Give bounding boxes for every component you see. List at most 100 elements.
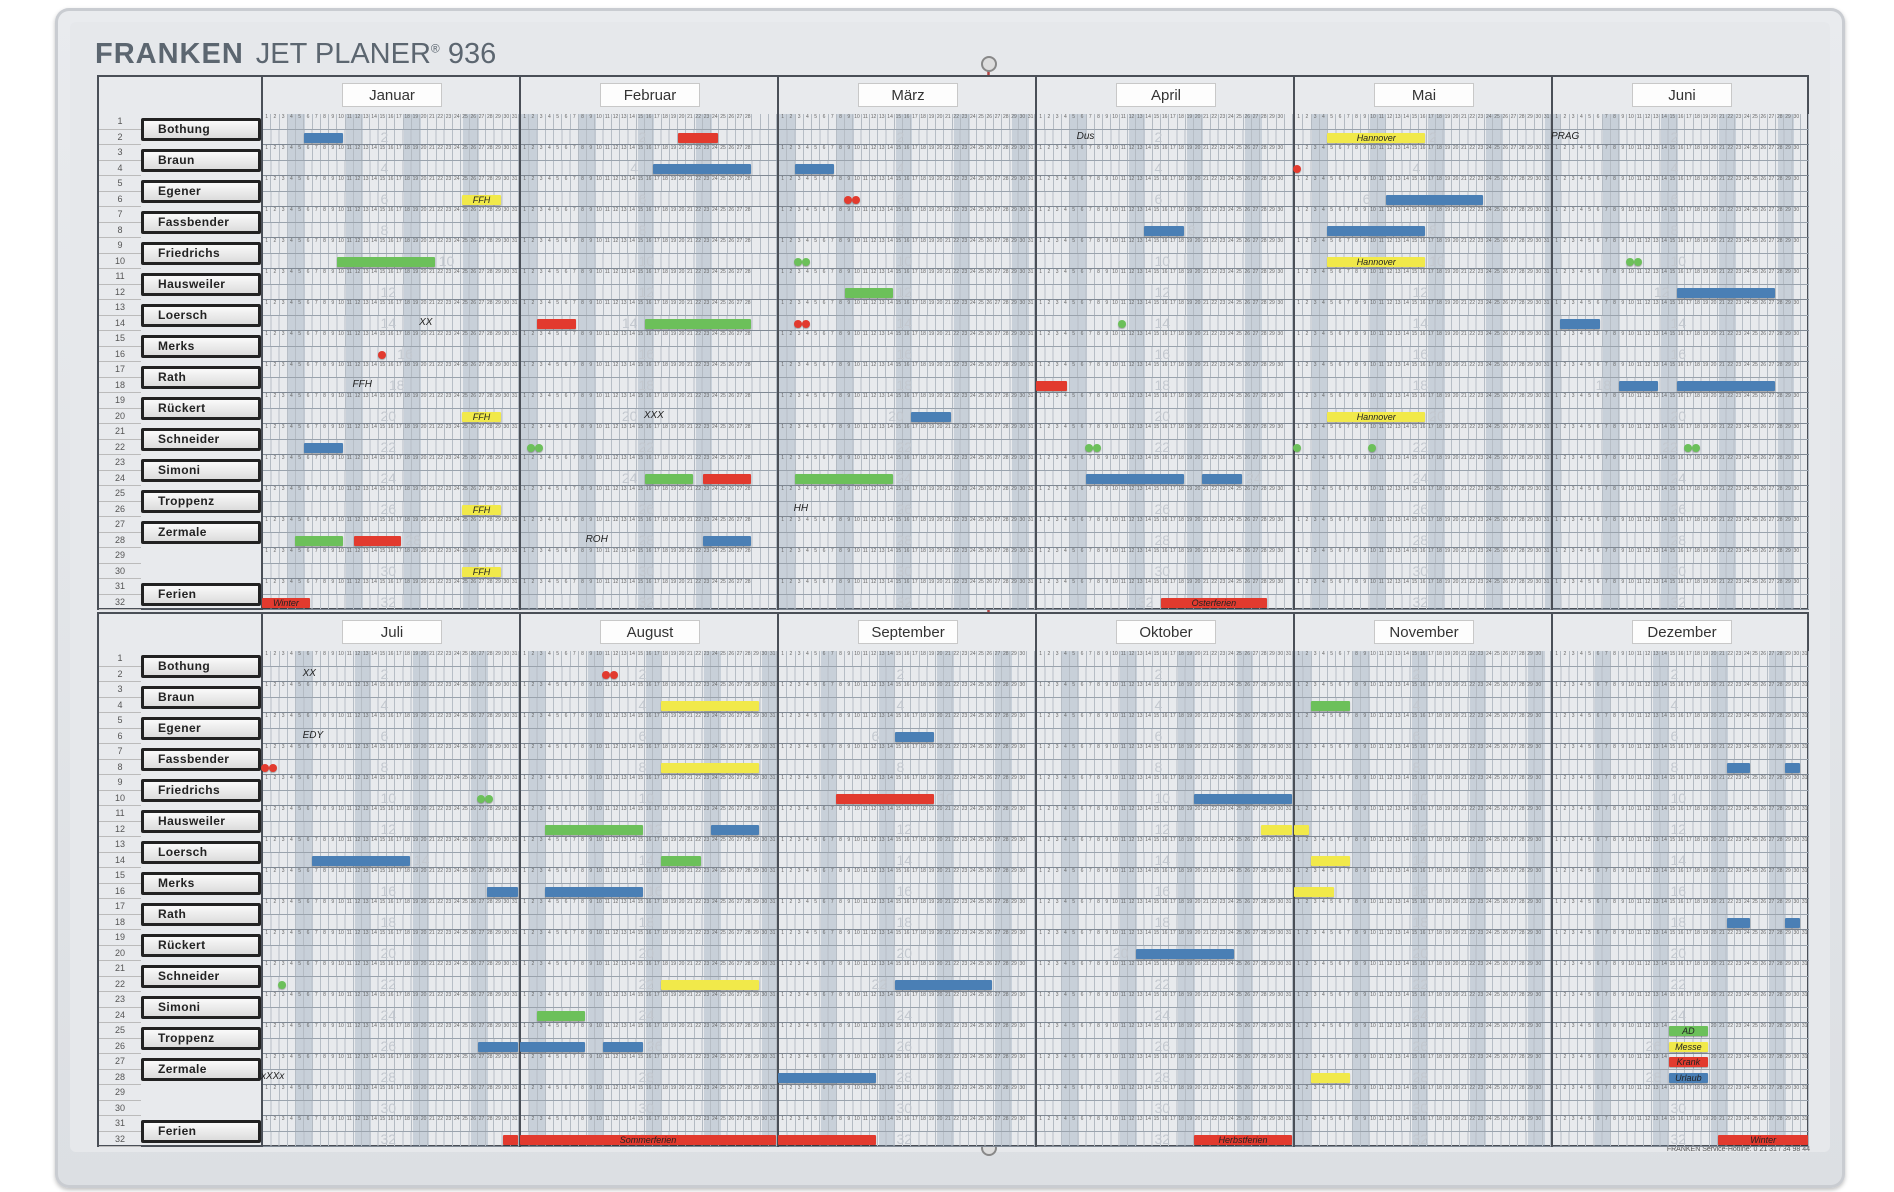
entry-row[interactable]: 16 <box>521 346 777 362</box>
entry-row[interactable]: 2 <box>263 666 519 682</box>
entry-row[interactable]: 22 <box>521 439 777 455</box>
name-plate-loersch[interactable]: Loersch <box>141 841 261 864</box>
entry-row[interactable]: 26 <box>521 501 777 517</box>
name-plate-rath[interactable]: Rath <box>141 366 261 389</box>
entry-row[interactable]: 2 <box>263 129 519 145</box>
entry-row[interactable]: 6 <box>521 728 777 744</box>
entry-row[interactable]: 16 <box>1295 346 1551 362</box>
entry-row[interactable]: 24 <box>263 1007 519 1023</box>
entry-row[interactable]: 4 <box>263 697 519 713</box>
entry-row[interactable]: 22 <box>1037 439 1293 455</box>
entry-row[interactable]: 28 <box>1295 532 1551 548</box>
entry-row[interactable]: 30 <box>1037 563 1293 579</box>
name-plate-braun[interactable]: Braun <box>141 686 261 709</box>
entry-row[interactable]: 20 <box>521 408 777 424</box>
name-plate-hausweiler[interactable]: Hausweiler <box>141 810 261 833</box>
entry-row[interactable]: 2 <box>779 666 1035 682</box>
entry-row[interactable]: 14 <box>1295 315 1551 331</box>
entry-row[interactable]: 26 <box>263 501 519 517</box>
entry-row[interactable]: 14 <box>521 852 777 868</box>
name-plate-rückert[interactable]: Rückert <box>141 397 261 420</box>
entry-row[interactable]: 6 <box>1553 191 1809 207</box>
entry-row[interactable]: 26 <box>779 501 1035 517</box>
entry-row[interactable]: 16 <box>1553 346 1809 362</box>
name-plate-friedrichs[interactable]: Friedrichs <box>141 779 261 802</box>
entry-row[interactable]: 14 <box>1553 315 1809 331</box>
entry-row[interactable]: 32 <box>521 594 777 610</box>
entry-row[interactable]: 20 <box>779 408 1035 424</box>
entry-row[interactable]: 22 <box>263 976 519 992</box>
name-plate-simoni[interactable]: Simoni <box>141 459 261 482</box>
entry-row[interactable]: 24 <box>1295 470 1551 486</box>
entry-row[interactable]: 12 <box>263 284 519 300</box>
entry-row[interactable]: 4 <box>1553 160 1809 176</box>
entry-row[interactable]: 30 <box>521 1100 777 1116</box>
name-plate-merks[interactable]: Merks <box>141 872 261 895</box>
entry-row[interactable]: 22 <box>1295 439 1551 455</box>
entry-row[interactable]: 20 <box>1037 408 1293 424</box>
entry-row[interactable]: 22 <box>779 439 1035 455</box>
entry-row[interactable]: 18 <box>521 914 777 930</box>
entry-row[interactable]: 30 <box>1295 563 1551 579</box>
entry-row[interactable]: 8 <box>263 759 519 775</box>
entry-row[interactable]: 12 <box>521 284 777 300</box>
entry-row[interactable]: 14 <box>779 852 1035 868</box>
entry-row[interactable]: 26 <box>1037 501 1293 517</box>
entry-row[interactable]: 12 <box>779 821 1035 837</box>
entry-row[interactable]: 20 <box>779 945 1035 961</box>
entry-row[interactable]: 6 <box>1037 191 1293 207</box>
entry-row[interactable]: 16 <box>1037 346 1293 362</box>
entry-row[interactable]: 28 <box>1553 532 1809 548</box>
entry-row[interactable]: 10 <box>521 253 777 269</box>
entry-row[interactable]: 18 <box>263 377 519 393</box>
entry-row[interactable]: 6 <box>263 728 519 744</box>
entry-row[interactable]: 28 <box>779 532 1035 548</box>
entry-row[interactable]: 14 <box>779 315 1035 331</box>
name-plate-egener[interactable]: Egener <box>141 180 261 203</box>
entry-row[interactable]: 4 <box>1295 160 1551 176</box>
entry-row[interactable]: 6 <box>263 191 519 207</box>
entry-row[interactable]: 12 <box>263 821 519 837</box>
name-plate-fassbender[interactable]: Fassbender <box>141 748 261 771</box>
name-plate-ferien[interactable]: Ferien <box>141 1120 261 1143</box>
entry-row[interactable]: 18 <box>1295 377 1551 393</box>
entry-row[interactable]: 16 <box>779 883 1035 899</box>
entry-row[interactable]: 14 <box>263 315 519 331</box>
entry-row[interactable]: 30 <box>779 563 1035 579</box>
name-plate-simoni[interactable]: Simoni <box>141 996 261 1019</box>
name-plate-zermale[interactable]: Zermale <box>141 1058 261 1081</box>
entry-row[interactable]: 32 <box>263 594 519 610</box>
entry-row[interactable]: 20 <box>1553 408 1809 424</box>
entry-row[interactable]: 28 <box>1037 532 1293 548</box>
name-plate-schneider[interactable]: Schneider <box>141 428 261 451</box>
entry-row[interactable]: 2 <box>1037 129 1293 145</box>
entry-row[interactable]: 30 <box>263 563 519 579</box>
entry-row[interactable]: 8 <box>779 222 1035 238</box>
entry-row[interactable]: 18 <box>1037 377 1293 393</box>
entry-row[interactable]: 4 <box>779 160 1035 176</box>
entry-row[interactable]: 8 <box>521 222 777 238</box>
name-plate-bothung[interactable]: Bothung <box>141 118 261 141</box>
entry-row[interactable]: 32 <box>1553 594 1809 610</box>
name-plate-schneider[interactable]: Schneider <box>141 965 261 988</box>
entry-row[interactable]: 32 <box>1295 594 1551 610</box>
entry-row[interactable]: 2 <box>521 129 777 145</box>
entry-row[interactable]: 32 <box>263 1131 519 1147</box>
entry-row[interactable]: 28 <box>263 1069 519 1085</box>
entry-row[interactable]: 8 <box>779 759 1035 775</box>
entry-row[interactable]: 24 <box>521 1007 777 1023</box>
name-plate-ferien[interactable]: Ferien <box>141 583 261 606</box>
name-plate-friedrichs[interactable]: Friedrichs <box>141 242 261 265</box>
entry-row[interactable]: 22 <box>1553 439 1809 455</box>
entry-row[interactable]: 12 <box>1037 284 1293 300</box>
entry-row[interactable]: 24 <box>779 1007 1035 1023</box>
entry-row[interactable]: 20 <box>521 945 777 961</box>
entry-row[interactable]: 24 <box>263 470 519 486</box>
entry-row[interactable]: 28 <box>521 1069 777 1085</box>
entry-row[interactable]: 22 <box>263 439 519 455</box>
entry-row[interactable]: 30 <box>1553 563 1809 579</box>
entry-row[interactable]: 18 <box>779 914 1035 930</box>
entry-row[interactable]: 2 <box>1553 129 1809 145</box>
entry-row[interactable]: 2 <box>779 129 1035 145</box>
name-plate-fassbender[interactable]: Fassbender <box>141 211 261 234</box>
